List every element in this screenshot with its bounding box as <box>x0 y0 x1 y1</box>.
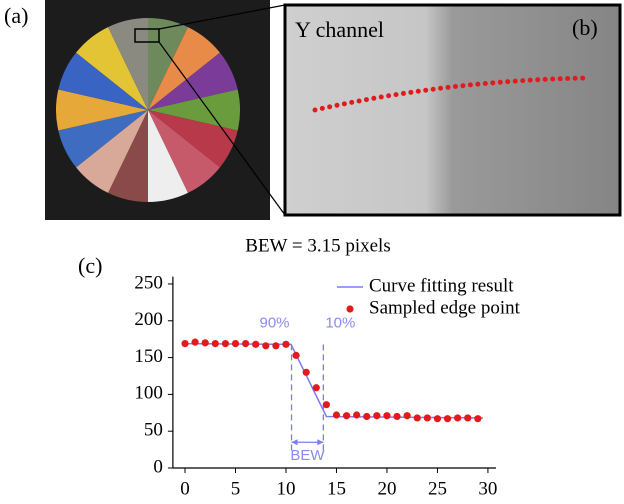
sample-point <box>474 415 482 423</box>
sample-point <box>322 401 330 409</box>
y-tick-label: 100 <box>134 383 163 404</box>
sample-point <box>262 342 270 350</box>
sample-point <box>191 338 199 346</box>
sample-point <box>201 339 209 347</box>
y-tick-label: 0 <box>153 456 163 477</box>
x-tick-label: 0 <box>180 478 190 499</box>
chart-title: BEW = 3.15 pixels <box>245 235 390 256</box>
wedge <box>148 27 220 111</box>
sample-point <box>252 340 260 348</box>
zoom-line <box>158 4 286 30</box>
sample-point <box>282 340 290 348</box>
sample-point <box>393 412 401 421</box>
chart: 0 50 100 150 200 250 0 5 10 15 20 25 30 90% 10% BEW Curv… <box>134 272 520 499</box>
sample-point <box>464 414 472 422</box>
wedge <box>148 52 238 110</box>
wedge <box>76 110 148 193</box>
wedge <box>108 110 148 202</box>
y-tick-label: 200 <box>134 309 163 330</box>
bew-label: BEW <box>290 447 325 464</box>
sample-point <box>363 412 371 421</box>
sample-point <box>211 339 219 348</box>
sample-point <box>241 339 250 348</box>
wedge <box>148 110 238 168</box>
sample-point <box>353 411 361 419</box>
sample-point <box>342 412 351 420</box>
wedge <box>148 89 240 131</box>
wedge <box>58 52 148 110</box>
sample-point <box>403 412 411 420</box>
sample-point <box>221 339 230 348</box>
annotation-label: 10% <box>325 315 355 332</box>
legend-label: Sampled edge point <box>369 297 521 318</box>
panel-label: (c) <box>78 253 102 278</box>
panel-label: (b) <box>572 15 598 40</box>
sample-point <box>302 368 310 376</box>
wedge <box>76 27 148 111</box>
x-tick-label: 25 <box>428 478 447 499</box>
sample-point <box>443 415 452 423</box>
sample-point <box>433 415 442 423</box>
zoom-box <box>134 28 160 43</box>
sample-point <box>181 339 189 348</box>
sample-point <box>312 384 320 392</box>
y-tick-label: 50 <box>144 420 163 441</box>
edge-dots <box>312 75 593 113</box>
sample-point <box>423 414 431 422</box>
wedge <box>148 18 188 110</box>
photo-b <box>283 3 622 217</box>
x-tick-label: 10 <box>276 478 295 499</box>
color-wheel <box>56 18 240 202</box>
x-tick-label: 20 <box>377 478 396 499</box>
legend-swatch <box>346 305 354 313</box>
sample-point <box>383 412 391 420</box>
sample-point <box>454 414 462 422</box>
sample-point <box>373 412 381 420</box>
panel-label: (a) <box>4 3 28 28</box>
sample-point <box>413 414 421 422</box>
wedge <box>108 18 148 110</box>
wedge <box>148 110 220 193</box>
legend-label: Curve fitting result <box>369 275 514 296</box>
wedge <box>58 110 148 168</box>
wedge <box>148 110 188 202</box>
x-tick-label: 5 <box>231 478 241 499</box>
sample-point <box>272 342 280 350</box>
sample-point <box>231 339 240 348</box>
x-tick-label: 15 <box>327 478 346 499</box>
sample-point <box>292 351 300 359</box>
channel-label: Y channel <box>295 17 384 42</box>
fit-line <box>185 342 483 419</box>
y-tick-label: 150 <box>134 346 163 367</box>
y-tick-label: 250 <box>134 272 163 293</box>
sample-point <box>332 411 341 419</box>
annotation-label: 90% <box>260 315 290 332</box>
zoom-line <box>158 41 286 216</box>
wedge <box>56 89 148 131</box>
x-tick-label: 30 <box>478 478 497 499</box>
